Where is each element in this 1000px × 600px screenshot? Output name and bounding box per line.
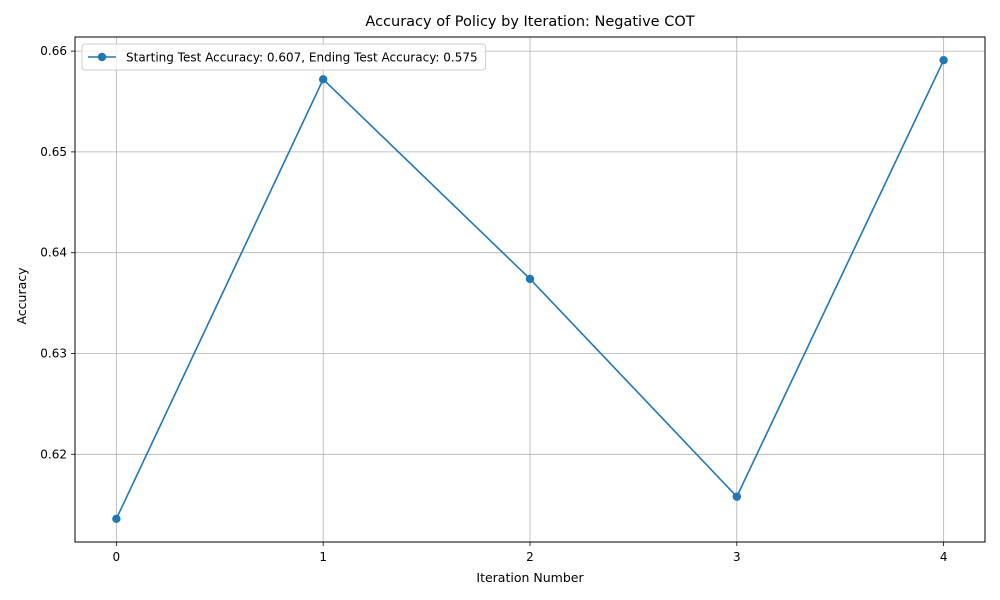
y-tick-label: 0.62 — [40, 447, 67, 461]
x-axis-label: Iteration Number — [476, 570, 584, 585]
data-point — [318, 75, 328, 84]
y-tick-label: 0.65 — [40, 145, 67, 159]
grid — [75, 37, 985, 542]
y-tick-label: 0.64 — [40, 246, 67, 260]
x-tick-label: 1 — [319, 550, 327, 564]
data-point — [939, 55, 948, 65]
x-tick-label: 2 — [526, 550, 534, 564]
data-point — [732, 492, 742, 501]
data-point — [525, 274, 535, 284]
y-axis-label: Accuracy — [14, 267, 29, 325]
x-tick-label: 3 — [733, 550, 741, 564]
chart-title: Accuracy of Policy by Iteration: Negativ… — [365, 14, 694, 30]
axes: 0 1 2 3 4 0.62 0.63 0.64 0.65 0.66 — [40, 44, 947, 564]
legend: Starting Test Accuracy: 0.607, Ending Te… — [81, 43, 487, 71]
x-tick-label: 0 — [113, 550, 121, 564]
legend-label: Starting Test Accuracy: 0.607, Ending Te… — [126, 51, 478, 65]
y-tick-label: 0.63 — [40, 347, 67, 361]
legend-box — [81, 43, 487, 71]
data-point — [112, 514, 121, 524]
x-tick-label: 4 — [940, 550, 948, 564]
series-layer — [112, 55, 948, 524]
legend-marker — [97, 52, 107, 62]
y-tick-label: 0.66 — [40, 44, 67, 58]
